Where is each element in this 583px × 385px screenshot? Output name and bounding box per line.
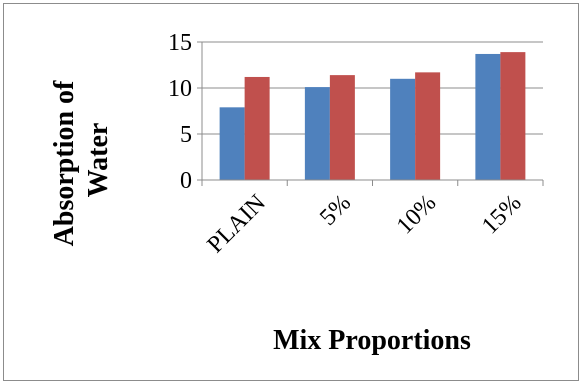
bar-series2-PLAIN xyxy=(244,76,270,180)
y-axis-title: Absorption of Water xyxy=(49,74,114,247)
bars xyxy=(219,52,526,181)
axes xyxy=(197,41,544,186)
bar-series2-10% xyxy=(415,72,441,180)
x-tick-label: 5% xyxy=(315,190,356,231)
x-tick-label: 10% xyxy=(392,190,441,239)
x-tick-labels: PLAIN 5% 10% 15% xyxy=(203,190,527,258)
y-tick-label: 15 xyxy=(168,30,192,56)
x-tick-label: PLAIN xyxy=(203,190,271,258)
y-tick-label: 0 xyxy=(180,168,192,194)
bar-series1-PLAIN xyxy=(219,107,245,180)
bar-series1-15% xyxy=(475,53,501,180)
y-axis-title-line-2: Water xyxy=(83,123,114,198)
bar-series2-5% xyxy=(329,75,355,180)
x-axis-title: Mix Proportions xyxy=(273,325,471,356)
y-axis-title-line-1: Absorption of xyxy=(49,80,80,246)
y-tick-labels: 0 5 10 15 xyxy=(168,30,192,194)
bar-series1-5% xyxy=(304,87,330,180)
x-tick-label: 15% xyxy=(477,190,526,239)
bar-series2-15% xyxy=(500,52,526,181)
y-tick-label: 5 xyxy=(180,122,192,148)
y-tick-label: 10 xyxy=(168,76,192,102)
bar-series1-10% xyxy=(390,78,416,180)
